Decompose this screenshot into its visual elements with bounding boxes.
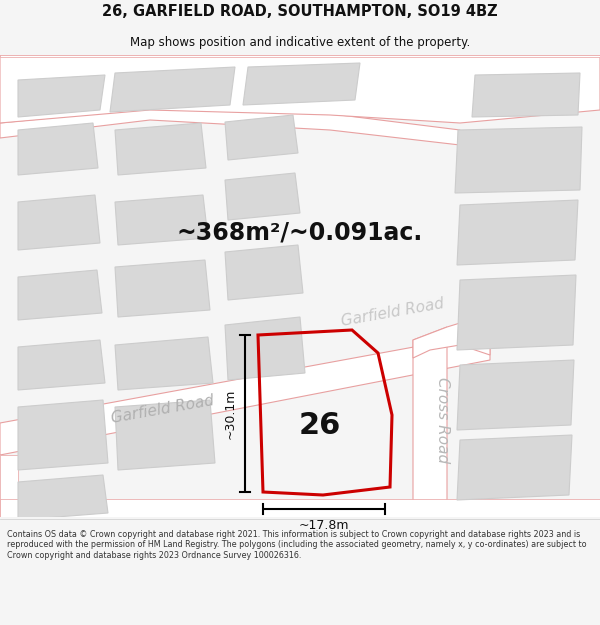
Polygon shape — [115, 195, 208, 245]
Polygon shape — [18, 270, 102, 320]
Polygon shape — [225, 245, 303, 300]
Polygon shape — [18, 123, 98, 175]
Polygon shape — [243, 63, 360, 105]
Polygon shape — [225, 115, 298, 160]
Polygon shape — [0, 499, 600, 517]
Polygon shape — [225, 317, 305, 380]
Text: Garfield Road: Garfield Road — [340, 297, 445, 329]
Polygon shape — [457, 435, 572, 500]
Polygon shape — [0, 455, 18, 517]
Polygon shape — [413, 323, 490, 358]
Text: 26, GARFIELD ROAD, SOUTHAMPTON, SO19 4BZ: 26, GARFIELD ROAD, SOUTHAMPTON, SO19 4BZ — [102, 4, 498, 19]
Polygon shape — [457, 200, 578, 265]
Text: ~30.1m: ~30.1m — [224, 388, 237, 439]
Polygon shape — [18, 195, 100, 250]
Text: Garfield Road: Garfield Road — [110, 394, 215, 426]
Polygon shape — [115, 337, 213, 390]
Polygon shape — [115, 123, 206, 175]
Text: Map shows position and indicative extent of the property.: Map shows position and indicative extent… — [130, 36, 470, 49]
Polygon shape — [0, 333, 490, 455]
Polygon shape — [110, 67, 235, 112]
Text: ~368m²/~0.091ac.: ~368m²/~0.091ac. — [177, 221, 423, 245]
Polygon shape — [472, 73, 580, 117]
Polygon shape — [18, 475, 108, 520]
Polygon shape — [413, 327, 447, 517]
Polygon shape — [18, 75, 105, 117]
Text: 26: 26 — [299, 411, 341, 439]
Polygon shape — [457, 275, 576, 350]
Polygon shape — [0, 105, 460, 145]
Polygon shape — [18, 340, 105, 390]
Polygon shape — [0, 55, 600, 123]
Text: Contains OS data © Crown copyright and database right 2021. This information is : Contains OS data © Crown copyright and d… — [7, 530, 587, 560]
Polygon shape — [225, 173, 300, 220]
Polygon shape — [115, 400, 215, 470]
Text: ~17.8m: ~17.8m — [299, 519, 349, 532]
Text: Cross Road: Cross Road — [434, 377, 449, 463]
Polygon shape — [18, 400, 108, 470]
Polygon shape — [455, 127, 582, 193]
Polygon shape — [457, 360, 574, 430]
Polygon shape — [0, 55, 600, 57]
Polygon shape — [115, 260, 210, 317]
